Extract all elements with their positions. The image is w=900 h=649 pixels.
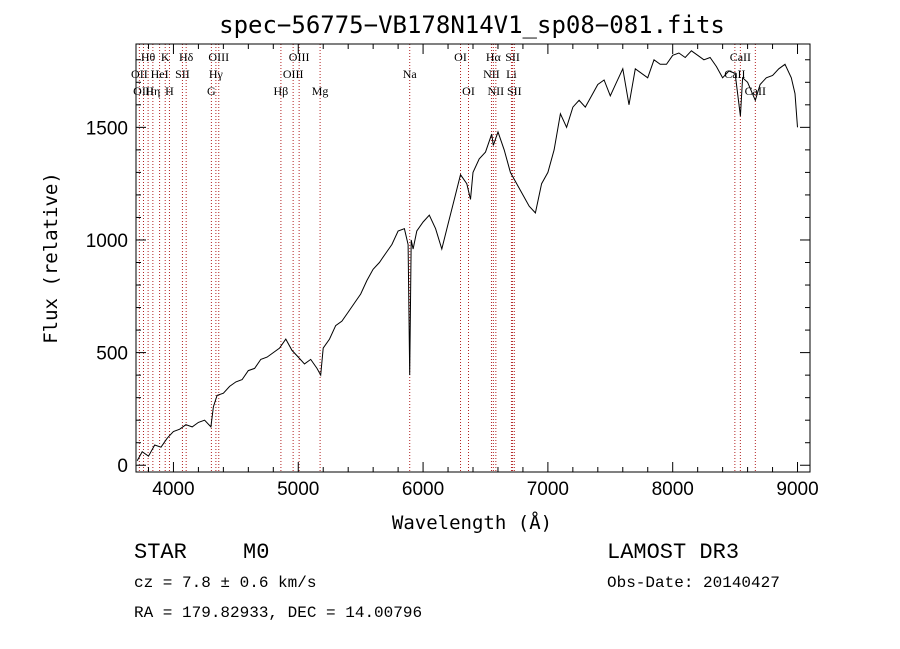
emission-line-label: OI [454, 50, 467, 64]
x-tick-label: 4000 [152, 479, 194, 500]
x-tick-label: 7000 [527, 479, 569, 500]
emission-line-label: K [161, 50, 170, 64]
emission-line-label: SII [175, 67, 190, 81]
emission-line-label: OI [462, 84, 475, 98]
emission-line-label: G [207, 84, 216, 98]
y-tick-label: 0 [117, 456, 128, 477]
emission-line-label: Hα [486, 50, 502, 64]
emission-line-label: Hγ [209, 67, 224, 81]
observation-date: Obs-Date: 20140427 [607, 574, 780, 592]
emission-line-label: Hθ [141, 50, 156, 64]
y-tick-label: 1500 [86, 118, 128, 139]
emission-line-label: HeI [151, 67, 169, 81]
emission-line-label: OII [131, 67, 148, 81]
coordinates-readout: RA = 179.82933, DEC = 14.00796 [134, 604, 423, 622]
emission-line-label: Hη [145, 84, 160, 98]
y-tick-label: 500 [96, 344, 128, 365]
x-tick-label: 6000 [402, 479, 444, 500]
object-class: STAR [134, 540, 187, 565]
emission-line-label: SII [507, 84, 522, 98]
survey-name: LAMOST DR3 [607, 540, 740, 565]
plot-frame [135, 43, 811, 473]
emission-line-label: OIII [283, 67, 304, 81]
y-tick-label: 1000 [86, 231, 128, 252]
x-tick-label: 5000 [277, 479, 319, 500]
emission-line-label: Hδ [179, 50, 194, 64]
y-axis-title: Flux (relative) [40, 172, 62, 344]
axis-ticks [136, 44, 810, 472]
emission-line-label: NII [483, 67, 500, 81]
chart-title: spec−56775−VB178N14V1_sp08−081.fits [219, 11, 725, 39]
axis-tick-labels: 4000 5000 6000 7000 8000 9000 0 500 1000 1500 [86, 118, 819, 500]
emission-line-label: NII [488, 84, 505, 98]
object-subclass: M0 [243, 540, 270, 565]
emission-line-label: SII [505, 50, 520, 64]
x-tick-label: 9000 [776, 479, 818, 500]
redshift-readout: cz = 7.8 ± 0.6 km/s [134, 574, 317, 592]
emission-line-label: CaII [730, 50, 751, 64]
x-tick-label: 8000 [652, 479, 694, 500]
spectrum-line [136, 50, 798, 461]
emission-line-markers [138, 44, 756, 472]
emission-line-label: Mg [312, 84, 329, 98]
emission-line-label: CaII [745, 84, 766, 98]
emission-line-label: OIII [133, 84, 154, 98]
emission-line-label: H [165, 84, 174, 98]
x-axis-title: Wavelength (Å) [392, 511, 552, 534]
emission-line-label: OIII [289, 50, 310, 64]
emission-line-label: Hβ [274, 84, 289, 98]
emission-line-label: Li [506, 67, 517, 81]
emission-line-label: Na [403, 67, 418, 81]
emission-line-label: OIII [208, 50, 229, 64]
